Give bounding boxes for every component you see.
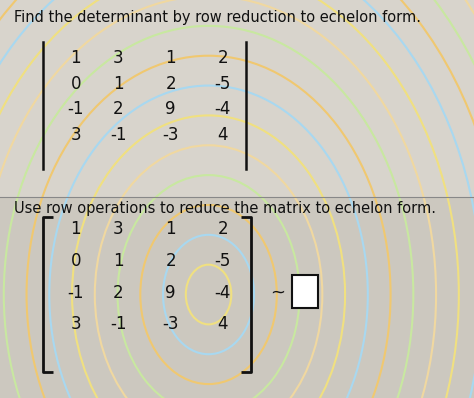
Text: -1: -1 bbox=[110, 126, 127, 144]
Text: 1: 1 bbox=[165, 49, 176, 67]
Text: 3: 3 bbox=[113, 220, 124, 238]
Text: 9: 9 bbox=[165, 100, 176, 119]
Text: 1: 1 bbox=[165, 220, 176, 238]
Text: 4: 4 bbox=[218, 126, 228, 144]
Bar bbox=[0, 197, 474, 398]
Text: Use row operations to reduce the matrix to echelon form.: Use row operations to reduce the matrix … bbox=[14, 201, 436, 216]
Text: 2: 2 bbox=[113, 283, 124, 302]
Bar bbox=[292, 275, 318, 308]
Text: -3: -3 bbox=[163, 126, 179, 144]
Text: 2: 2 bbox=[218, 220, 228, 238]
Text: Find the determinant by row reduction to echelon form.: Find the determinant by row reduction to… bbox=[14, 10, 421, 25]
Text: -4: -4 bbox=[215, 100, 231, 119]
Text: 2: 2 bbox=[165, 74, 176, 93]
Text: 3: 3 bbox=[71, 126, 81, 144]
Text: 2: 2 bbox=[218, 49, 228, 67]
Bar bbox=[0, 0, 474, 197]
Text: 1: 1 bbox=[71, 220, 81, 238]
Text: 2: 2 bbox=[165, 252, 176, 270]
Text: 1: 1 bbox=[71, 49, 81, 67]
Text: 4: 4 bbox=[218, 315, 228, 334]
Text: 0: 0 bbox=[71, 252, 81, 270]
Text: 0: 0 bbox=[71, 74, 81, 93]
Text: 3: 3 bbox=[71, 315, 81, 334]
Text: 9: 9 bbox=[165, 283, 176, 302]
Text: -5: -5 bbox=[215, 74, 231, 93]
Text: -1: -1 bbox=[110, 315, 127, 334]
Text: -4: -4 bbox=[215, 283, 231, 302]
Text: -1: -1 bbox=[68, 100, 84, 119]
Text: 1: 1 bbox=[113, 74, 124, 93]
Text: 3: 3 bbox=[113, 49, 124, 67]
Text: -1: -1 bbox=[68, 283, 84, 302]
Text: 1: 1 bbox=[113, 252, 124, 270]
Text: 2: 2 bbox=[113, 100, 124, 119]
Text: ~: ~ bbox=[270, 283, 285, 302]
Text: -3: -3 bbox=[163, 315, 179, 334]
Text: -5: -5 bbox=[215, 252, 231, 270]
